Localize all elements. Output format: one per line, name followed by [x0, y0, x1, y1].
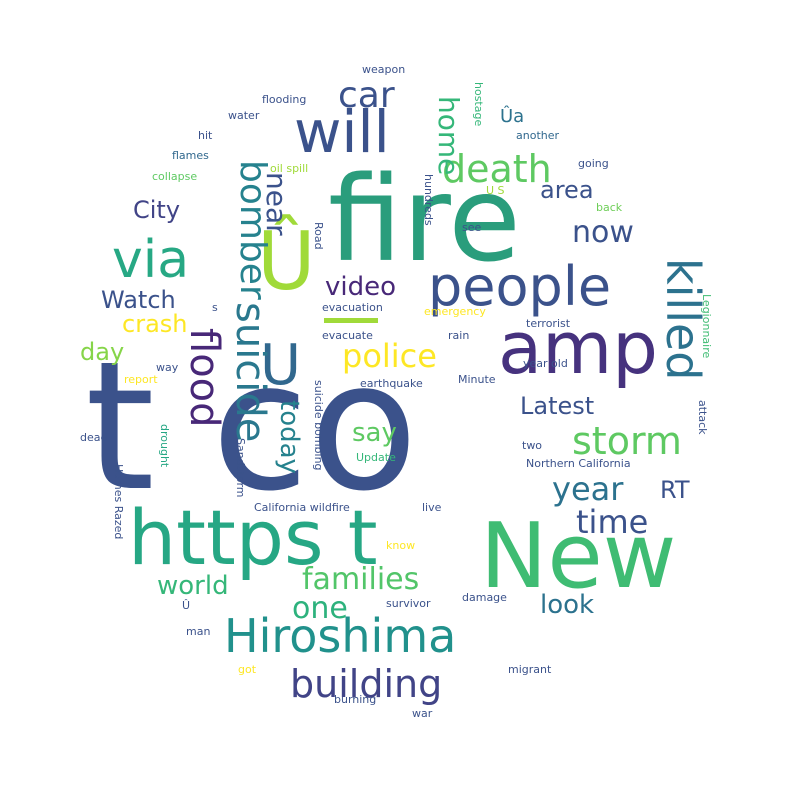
word-one: one — [292, 591, 348, 626]
word-U-hat: Û — [257, 215, 316, 308]
word-suicide-bombing: suicide bombing — [312, 380, 325, 471]
word-emergency: emergency — [424, 305, 486, 318]
word-damage: damage — [462, 591, 507, 604]
word-https-t: https t — [128, 493, 378, 582]
word-car: car — [338, 75, 395, 116]
word-rain: rain — [448, 329, 470, 342]
word-know: know — [386, 539, 416, 552]
word-attack: attack — [696, 400, 709, 435]
word-sandstorm: Sandstorm — [234, 438, 247, 498]
word-new: New — [480, 504, 677, 609]
word-two: two — [522, 439, 543, 452]
word-dead: dead — [80, 431, 108, 444]
word-area: area — [540, 176, 594, 204]
word-hundreds: hundreds — [422, 174, 435, 226]
word-flames: flames — [172, 149, 209, 162]
word-time: time — [576, 503, 649, 541]
word-via: via — [112, 230, 190, 290]
word-suicide: suicide — [227, 302, 273, 443]
word-war: war — [412, 707, 433, 720]
word-earthquake: earthquake — [360, 377, 423, 390]
word-year-old: year old — [523, 357, 568, 370]
word-world: world — [157, 571, 229, 601]
word-homes-razed: Homes Razed — [112, 464, 125, 540]
word-way: way — [156, 361, 179, 374]
word-got: got — [238, 663, 257, 676]
word-RT: RT — [660, 476, 690, 504]
word-flood: flood — [181, 328, 227, 428]
word-look: look — [540, 590, 595, 620]
word-U-S: U S — [486, 184, 505, 197]
word-see: see — [462, 221, 482, 234]
word-minute: Minute — [458, 373, 496, 386]
word-water: water — [228, 109, 260, 122]
word-storm: storm — [572, 419, 682, 463]
word-going: going — [578, 157, 609, 170]
word-northern-california: Northern California — [526, 457, 631, 470]
word-police: police — [342, 337, 437, 375]
word-evacuate: evacuate — [322, 329, 373, 342]
word-california-wildfire: California wildfire — [254, 501, 350, 514]
word-say: say — [352, 418, 397, 448]
word-oil-spill: oil spill — [270, 162, 309, 175]
word-people: people — [428, 255, 612, 318]
word-will: will — [294, 98, 390, 166]
word-migrant: migrant — [508, 663, 552, 676]
word-t-co: t co — [85, 323, 419, 530]
word-hit: hit — [198, 129, 213, 142]
word-day: day — [80, 338, 125, 366]
word-near: near — [260, 172, 293, 236]
word-live: live — [422, 501, 442, 514]
word-terrorist: terrorist — [526, 317, 571, 330]
word-U-small: Û — [182, 599, 191, 612]
word-U: U — [260, 333, 301, 398]
word-fire: fire — [328, 150, 521, 288]
word-update: Update — [356, 451, 396, 464]
word-road: Road — [312, 222, 325, 250]
word-building: building — [290, 662, 443, 706]
word-drought: drought — [158, 424, 171, 468]
word-families: families — [302, 562, 420, 597]
word-crash: crash — [122, 310, 188, 338]
word-weapon: weapon — [362, 63, 406, 76]
word-today: today — [274, 400, 304, 474]
word-flooding: flooding — [262, 93, 307, 106]
word-another: another — [516, 129, 560, 142]
word-amp: amp — [498, 306, 658, 390]
word-legionnaire: Legionnaire — [700, 294, 713, 359]
word-collapse: collapse — [152, 170, 198, 183]
word-survivor: survivor — [386, 597, 431, 610]
word-man: man — [186, 625, 211, 638]
word-watch: Watch — [101, 286, 176, 314]
word-hostage: hostage — [472, 82, 485, 127]
word-back: back — [596, 201, 623, 214]
word-death: death — [442, 147, 552, 191]
word-burning: burning — [334, 693, 377, 706]
word-city: City — [133, 196, 181, 224]
word-now: now — [572, 215, 634, 250]
word-home: home — [432, 96, 465, 176]
word-s: s — [212, 301, 218, 314]
word-U-a: Ûa — [500, 106, 525, 127]
word-evacuation: evacuation — [322, 301, 383, 314]
accent-bar — [324, 318, 378, 323]
word-latest: Latest — [520, 392, 595, 420]
word-year: year — [552, 470, 624, 508]
word-video: video — [325, 272, 397, 302]
word-hiroshima: Hiroshima — [224, 609, 457, 663]
word-report: report — [124, 373, 158, 386]
